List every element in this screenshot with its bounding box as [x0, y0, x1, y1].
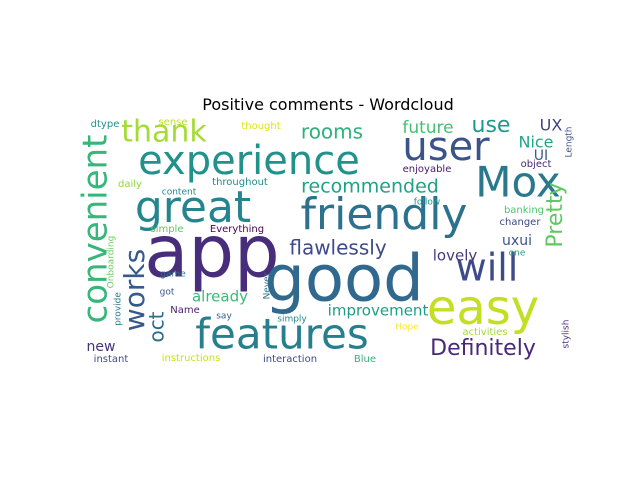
chart-title: Positive comments - Wordcloud [202, 95, 454, 114]
word-friendly: friendly [301, 189, 468, 240]
word-user: user [402, 124, 490, 170]
word-activities: activities [462, 327, 507, 338]
word-content: content [162, 188, 197, 198]
word-lovely: lovely [433, 247, 478, 265]
word-oct: oct [145, 311, 169, 342]
word-hope: Hope [395, 323, 419, 333]
word-pretty: Pretty [543, 182, 568, 247]
word-new: new [87, 339, 116, 355]
word-provide: provide [114, 292, 124, 326]
word-will: will [456, 246, 519, 290]
word-everything: Everything [210, 224, 264, 235]
word-easy: easy [427, 280, 539, 336]
word-enjoyable: enjoyable [403, 164, 452, 175]
word-rooms: rooms [301, 120, 363, 144]
word-never: Never [263, 272, 273, 299]
word-future: future [402, 118, 453, 138]
word-instant: instant [94, 354, 129, 365]
word-got: got [160, 288, 175, 298]
word-recommended: recommended [301, 176, 439, 198]
word-works: works [118, 249, 151, 331]
word-throughout: throughout [212, 177, 268, 188]
word-say: say [216, 312, 232, 322]
word-dtype: dtype [91, 119, 120, 130]
word-ui: UI [534, 148, 548, 164]
word-good: good [264, 243, 424, 317]
word-definitely: Definitely [430, 336, 536, 361]
word-name: Name [170, 305, 200, 316]
word-sense: sense [158, 117, 187, 128]
word-daily: daily [118, 179, 142, 190]
word-follow: follow [414, 198, 441, 208]
word-object: object [521, 159, 552, 170]
word-mox: Mox [475, 158, 561, 207]
word-use: use [472, 113, 511, 138]
word-game: game [160, 270, 186, 280]
word-one: one [509, 249, 526, 259]
word-uxui: uxui [502, 233, 532, 249]
word-app: app [144, 210, 280, 294]
word-onboarding: Onboarding [107, 236, 117, 289]
word-already: already [192, 288, 248, 306]
word-simple: simple [150, 224, 183, 235]
word-banking: banking [504, 205, 544, 216]
word-thank: thank [121, 115, 207, 150]
word-changer: changer [500, 217, 542, 228]
word-features: features [195, 310, 369, 359]
word-nice: Nice [518, 133, 553, 152]
word-instructions: instructions [162, 353, 221, 364]
word-blue: Blue [354, 354, 376, 365]
word-thought: thought [241, 121, 280, 132]
word-improvement: improvement [328, 302, 429, 320]
word-great: great [135, 182, 251, 233]
word-length: Length [565, 126, 575, 157]
word-simply: simply [277, 315, 307, 325]
word-flawlessly: flawlessly [289, 236, 386, 260]
word-experience: experience [138, 138, 360, 184]
word-convenient: convenient [76, 135, 116, 324]
word-ux: UX [540, 116, 563, 135]
word-stylish: stylish [562, 320, 572, 349]
word-interaction: interaction [263, 354, 317, 365]
